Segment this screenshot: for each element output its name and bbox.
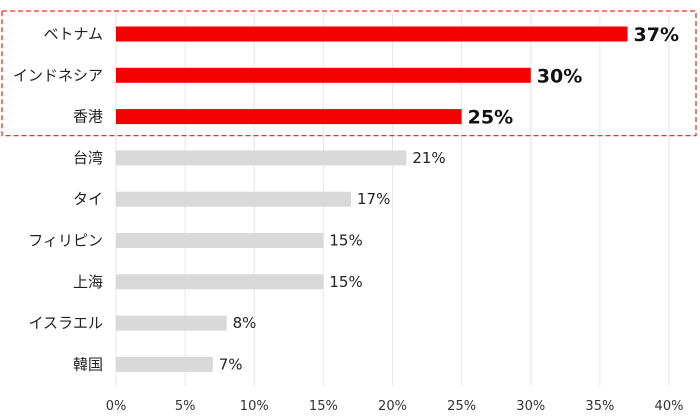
value-label: 15% <box>329 273 362 291</box>
bars <box>116 26 628 372</box>
category-label: イスラエル <box>28 314 103 332</box>
category-label: インドネシア <box>13 66 103 84</box>
x-tick-label: 20% <box>378 399 407 414</box>
category-label: 香港 <box>73 108 103 126</box>
value-label: 7% <box>219 355 243 373</box>
value-label: 30% <box>537 65 582 87</box>
x-tick-label: 30% <box>516 399 545 414</box>
x-tick-label: 15% <box>309 399 338 414</box>
bar <box>116 150 407 166</box>
bar <box>116 109 462 125</box>
value-labels: 37% 30% 25% 21% 17% 15% 15% 8% 7% <box>219 24 679 373</box>
category-label: タイ <box>73 190 103 208</box>
category-label: 台湾 <box>73 149 103 167</box>
bar <box>116 26 628 42</box>
value-label: 8% <box>233 314 257 332</box>
x-axis-tick-labels: 0% 5% 10% 15% 20% 25% 30% 35% 40% <box>106 399 684 414</box>
category-label: フィリピン <box>28 232 103 250</box>
bar <box>116 315 227 331</box>
x-tick-label: 25% <box>447 399 476 414</box>
x-tick-label: 40% <box>655 399 684 414</box>
value-label: 25% <box>468 107 513 129</box>
x-tick-label: 10% <box>240 399 269 414</box>
bar <box>116 191 352 207</box>
value-label: 21% <box>412 149 445 167</box>
highlight-box <box>1 10 697 137</box>
x-tick-label: 35% <box>585 399 614 414</box>
x-tick-label: 5% <box>175 399 196 414</box>
bar <box>116 356 213 372</box>
x-tick-label: 0% <box>106 399 127 414</box>
value-label: 37% <box>634 24 679 46</box>
category-label: 韓国 <box>73 355 103 373</box>
bar <box>116 233 324 248</box>
category-label: 上海 <box>73 273 103 291</box>
category-label: ベトナム <box>43 25 103 43</box>
bar <box>116 67 531 83</box>
value-label: 17% <box>357 190 390 208</box>
bar <box>116 274 324 290</box>
value-label: 15% <box>329 232 362 250</box>
